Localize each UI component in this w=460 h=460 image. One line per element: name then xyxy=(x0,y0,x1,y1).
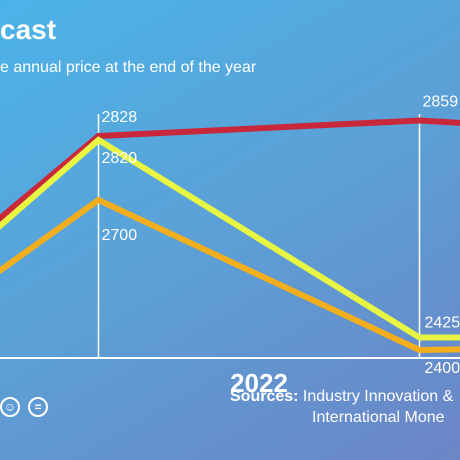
series-line-1 xyxy=(0,117,460,223)
sources-note: Sources: Industry Innovation & Internati… xyxy=(230,386,460,428)
data-label: 2400 xyxy=(425,360,460,377)
data-label: 2700 xyxy=(102,227,138,244)
chart-subtitle: e annual price at the end of the year xyxy=(0,59,257,76)
cc-by-person-icon: ☺ xyxy=(0,397,20,417)
sources-line-1: Industry Innovation & xyxy=(302,388,454,405)
data-label: 2828 xyxy=(102,109,138,126)
data-label: 2859 xyxy=(423,94,459,111)
series-line-2 xyxy=(0,136,460,341)
series-line-3 xyxy=(0,196,460,354)
x-tick-label: 2022 xyxy=(230,368,288,398)
data-label: 2820 xyxy=(102,150,138,167)
sources-label: Sources: xyxy=(230,388,299,405)
cc-nd-equals-icon: = xyxy=(28,397,48,417)
chart-title: cast xyxy=(0,14,57,45)
data-label: 2425 xyxy=(425,315,460,332)
sources-line-2: International Mone xyxy=(312,409,445,426)
